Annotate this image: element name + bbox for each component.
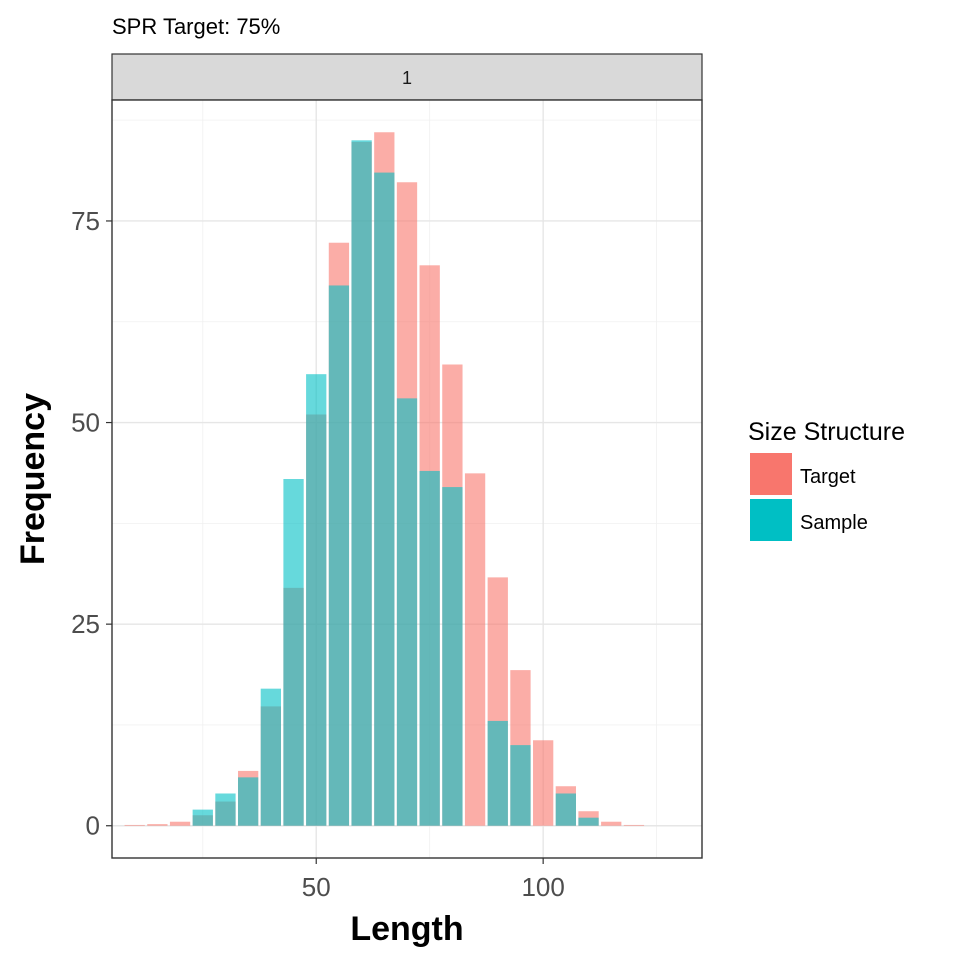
bar-sample-80 [442, 487, 463, 826]
plot-border [111, 99, 703, 859]
bar-sample-60 [351, 140, 372, 826]
facet-label: 1 [402, 68, 412, 88]
bar-sample-50 [306, 374, 327, 826]
bar-target-85 [464, 473, 486, 826]
bar-sample-105 [555, 793, 576, 826]
legend-key-target [750, 453, 792, 495]
bar-sample-75 [419, 470, 440, 826]
bar-sample-35 [238, 777, 259, 826]
bar-sample-30 [215, 793, 236, 826]
bar-target-100 [533, 740, 554, 826]
bar-sample-95 [510, 745, 531, 826]
bar-target-115 [601, 821, 622, 826]
bar-sample-70 [396, 398, 418, 826]
x-tick-label-0: 50 [302, 872, 331, 902]
bar-target-10 [124, 824, 145, 826]
axes: 0 25 50 75 50 100 [71, 206, 565, 902]
legend-key-sample [750, 499, 792, 541]
facet-strip [111, 53, 703, 101]
legend-label-sample: Sample [800, 512, 868, 534]
bars [124, 132, 645, 826]
y-tick-label-0: 0 [86, 811, 100, 841]
bar-sample-65 [374, 172, 395, 826]
x-tick-label-1: 100 [521, 872, 564, 902]
y-tick-label-3: 75 [71, 206, 100, 236]
bar-sample-110 [578, 817, 599, 826]
legend-label-target: Target [800, 466, 856, 488]
bar-sample-40 [260, 688, 281, 826]
bar-target-20 [169, 821, 191, 826]
y-axis-label: Frequency [14, 393, 52, 565]
bar-target-120 [623, 824, 645, 826]
legend: Size Structure Target Sample [748, 418, 905, 541]
x-axis-label: Length [350, 910, 463, 948]
chart-title: SPR Target: 75% [112, 14, 280, 39]
bar-target-15 [147, 824, 168, 826]
y-tick-label-1: 25 [71, 609, 100, 639]
bar-sample-45 [283, 479, 304, 826]
bar-sample-25 [192, 809, 213, 826]
bar-sample-55 [328, 285, 350, 826]
legend-title: Size Structure [748, 418, 905, 446]
y-tick-label-2: 50 [71, 408, 100, 438]
bar-sample-90 [487, 720, 508, 826]
